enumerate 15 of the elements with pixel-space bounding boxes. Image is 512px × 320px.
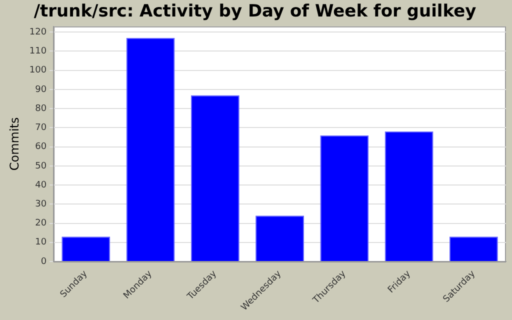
y-tick-label: 120 — [29, 27, 47, 38]
y-tick-label: 110 — [29, 46, 47, 57]
y-axis-title: Commits — [7, 117, 22, 171]
y-tick-label: 50 — [35, 161, 47, 172]
y-tick-label: 10 — [35, 238, 47, 248]
y-tick-label: 70 — [35, 123, 47, 134]
y-tick-label: 90 — [35, 84, 47, 95]
y-tick-label: 20 — [35, 218, 47, 229]
y-tick-label: 0 — [40, 256, 47, 267]
y-tick-label: 30 — [35, 200, 47, 210]
y-tick-label: 100 — [29, 66, 47, 76]
y-tick-label: 60 — [35, 142, 47, 152]
y-tick-label: 80 — [35, 104, 47, 114]
chart-title: /trunk/src: Activity by Day of Week for guilkey — [34, 2, 476, 22]
y-tick-label: 40 — [35, 180, 47, 190]
